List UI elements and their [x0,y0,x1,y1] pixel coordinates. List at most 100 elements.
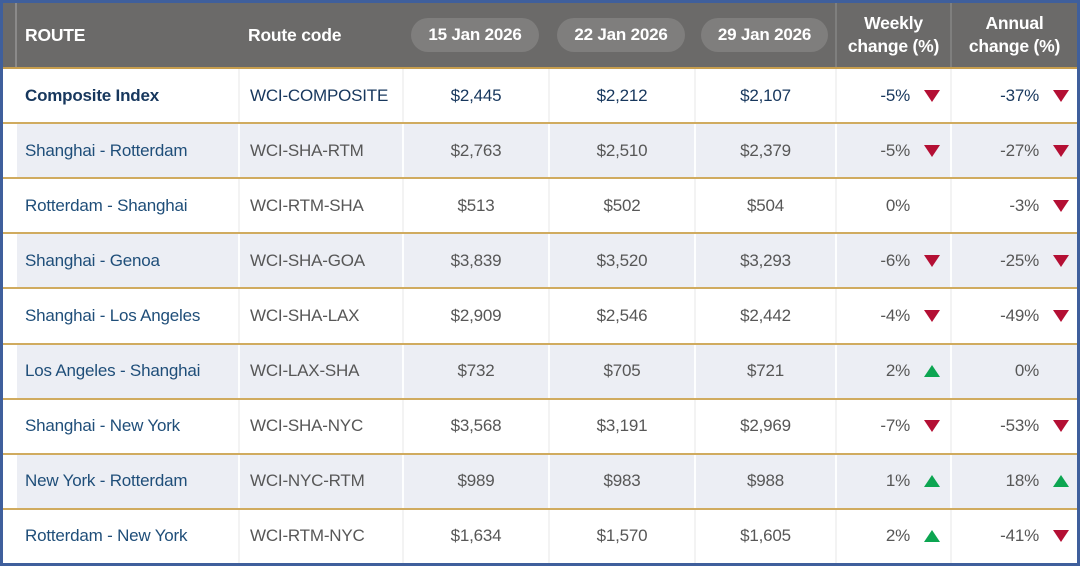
table-row: Shanghai - Los Angeles WCI-SHA-LAX $2,90… [3,287,1077,343]
weekly-change-value: -4% [880,305,910,325]
rate-value-date-1: $513 [402,179,548,233]
rate-value-date-3: $3,293 [694,234,835,288]
date-pill: 29 Jan 2026 [700,18,829,52]
up-triangle-icon [1052,475,1069,488]
down-triangle-icon [1052,254,1069,267]
annual-change-value: 18% [1005,471,1040,491]
annual-trend-slot [1052,144,1069,157]
table-body: Composite Index WCI-COMPOSITE $2,445 $2,… [3,69,1077,563]
weekly-trend-slot [923,144,940,157]
annual-trend-slot [1052,89,1069,102]
weekly-change-value: -7% [880,416,910,436]
weekly-change-value: -6% [880,250,910,270]
route-name: Rotterdam - Shanghai [25,195,188,215]
annual-change-value: -37% [1000,85,1039,105]
rate-value-date-2: $983 [548,454,694,508]
annual-trend-slot [1052,309,1069,322]
annual-change-cell: 0% [950,344,1077,398]
row-gutter [3,509,17,563]
rate-value-date-3: $1,605 [694,509,835,563]
row-gutter [3,399,17,453]
down-triangle-icon [923,309,940,322]
table-header-row: ROUTE Route code 15 Jan 2026 22 Jan 2026… [3,3,1077,69]
annual-trend-slot [1052,254,1069,267]
row-gutter [3,179,17,233]
weekly-change-cell: 2% [835,344,950,398]
annual-change-value: 0% [1014,361,1039,381]
rate-value-date-2: $1,570 [548,509,694,563]
annual-change-cell: -53% [950,399,1077,453]
rate-value-date-3: $2,442 [694,289,835,343]
down-triangle-icon [1052,144,1069,157]
route-name: Shanghai - Genoa [17,234,238,288]
row-gutter [3,289,17,343]
table-row: New York - Rotterdam WCI-NYC-RTM $989 $9… [3,452,1077,508]
down-triangle-icon [923,254,940,267]
weekly-trend-slot [923,89,940,102]
column-header-route-code: Route code [248,24,342,45]
weekly-trend-slot [923,475,940,488]
annual-change-value: -27% [1000,140,1039,160]
weekly-change-value: 1% [885,471,910,491]
annual-change-value: -41% [1000,526,1039,546]
header-gutter [3,3,17,67]
weekly-trend-slot [923,365,940,378]
table-row: Rotterdam - Shanghai WCI-RTM-SHA $513 $5… [3,177,1077,233]
rate-value-date-2: $2,212 [548,69,694,123]
down-triangle-icon [1052,199,1069,212]
weekly-trend-slot [923,309,940,322]
route-name: Composite Index [25,85,159,105]
weekly-change-value: -5% [880,85,910,105]
table-row: Shanghai - Rotterdam WCI-SHA-RTM $2,763 … [3,122,1077,178]
rate-value-date-2: $705 [548,344,694,398]
route-code: WCI-SHA-NYC [238,399,402,453]
annual-trend-slot [1052,420,1069,433]
column-header-date-3: 29 Jan 2026 [694,3,835,67]
rate-value-date-1: $2,445 [402,69,548,123]
column-header-annual-change: Annual change (%) [950,3,1077,67]
route-code: WCI-LAX-SHA [238,344,402,398]
annual-change-cell: 18% [950,454,1077,508]
down-triangle-icon [923,89,940,102]
table-row: Shanghai - New York WCI-SHA-NYC $3,568 $… [3,397,1077,453]
rate-value-date-1: $2,909 [402,289,548,343]
down-triangle-icon [1052,420,1069,433]
annual-change-value: -25% [1000,250,1039,270]
up-triangle-icon [923,475,940,488]
route-code: WCI-SHA-GOA [238,234,402,288]
weekly-trend-slot [923,254,940,267]
route-code: WCI-RTM-NYC [238,509,402,563]
annual-change-cell: -49% [950,289,1077,343]
weekly-change-cell: -7% [835,399,950,453]
weekly-trend-slot [923,420,940,433]
weekly-change-cell: -5% [835,69,950,123]
row-gutter [3,69,17,123]
weekly-trend-slot [923,530,940,543]
rate-value-date-3: $988 [694,454,835,508]
weekly-change-cell: 2% [835,509,950,563]
rate-value-date-2: $2,546 [548,289,694,343]
rate-value-date-3: $2,107 [694,69,835,123]
rate-value-date-1: $3,839 [402,234,548,288]
route-code: WCI-SHA-RTM [238,124,402,178]
column-header-weekly-change: Weekly change (%) [835,3,950,67]
rate-value-date-1: $989 [402,454,548,508]
date-pill: 22 Jan 2026 [557,18,685,52]
rate-value-date-3: $2,379 [694,124,835,178]
up-triangle-icon [923,530,940,543]
rate-value-date-2: $3,191 [548,399,694,453]
annual-trend-slot [1052,199,1069,212]
annual-change-value: -53% [1000,416,1039,436]
route-code: WCI-RTM-SHA [238,179,402,233]
column-header-date-1: 15 Jan 2026 [402,3,548,67]
column-header-date-2: 22 Jan 2026 [548,3,694,67]
route-name: Shanghai - Los Angeles [25,305,201,325]
rate-value-date-1: $732 [402,344,548,398]
weekly-change-value: -5% [880,140,910,160]
row-gutter [3,234,17,288]
down-triangle-icon [1052,530,1069,543]
weekly-change-value: 2% [885,526,910,546]
rate-value-date-2: $502 [548,179,694,233]
rate-value-date-1: $3,568 [402,399,548,453]
